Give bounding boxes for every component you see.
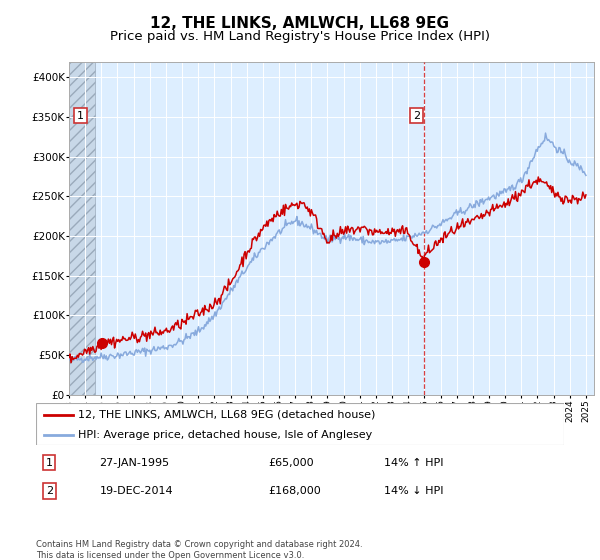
Text: 2: 2 [413, 110, 420, 120]
Text: 12, THE LINKS, AMLWCH, LL68 9EG (detached house): 12, THE LINKS, AMLWCH, LL68 9EG (detache… [78, 410, 376, 420]
FancyBboxPatch shape [36, 403, 564, 445]
Bar [69, 62, 95, 395]
Text: 27-JAN-1995: 27-JAN-1995 [100, 458, 169, 468]
Text: 19-DEC-2014: 19-DEC-2014 [100, 486, 173, 496]
Text: £168,000: £168,000 [268, 486, 321, 496]
Text: £65,000: £65,000 [268, 458, 314, 468]
Text: Contains HM Land Registry data © Crown copyright and database right 2024.
This d: Contains HM Land Registry data © Crown c… [36, 540, 362, 559]
Text: 1: 1 [77, 110, 84, 120]
Text: 12, THE LINKS, AMLWCH, LL68 9EG: 12, THE LINKS, AMLWCH, LL68 9EG [151, 16, 449, 31]
Text: HPI: Average price, detached house, Isle of Anglesey: HPI: Average price, detached house, Isle… [78, 430, 373, 440]
Text: 1: 1 [46, 458, 53, 468]
Text: 2: 2 [46, 486, 53, 496]
Text: 14% ↓ HPI: 14% ↓ HPI [385, 486, 444, 496]
Text: 14% ↑ HPI: 14% ↑ HPI [385, 458, 444, 468]
Text: Price paid vs. HM Land Registry's House Price Index (HPI): Price paid vs. HM Land Registry's House … [110, 30, 490, 44]
